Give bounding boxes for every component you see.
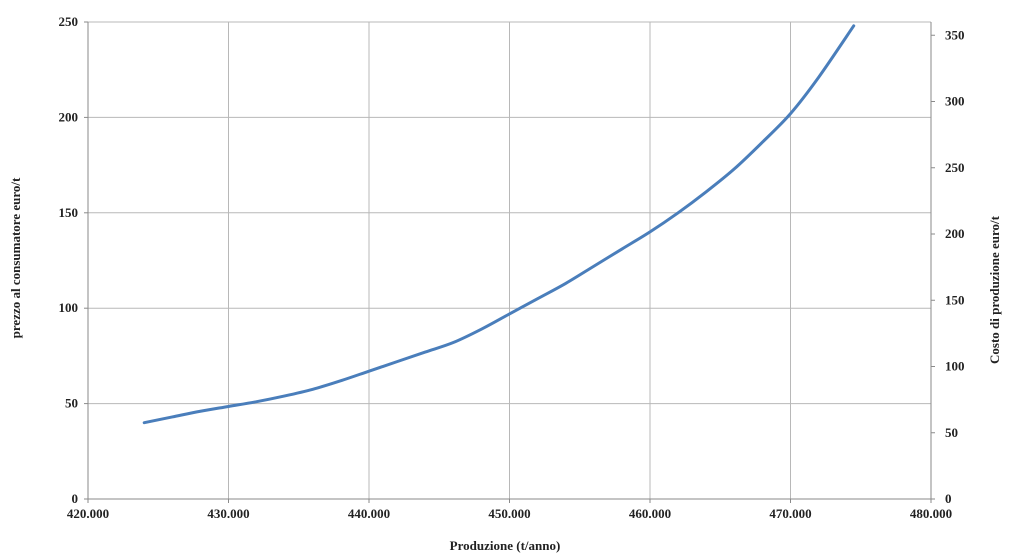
y2-tick-label: 250 xyxy=(945,160,965,175)
y-tick-labels: 0 50 100 150 200 250 xyxy=(59,14,89,506)
x-tick-label: 420.000 xyxy=(67,506,109,521)
x-tick-label: 470.000 xyxy=(769,506,811,521)
y2-tick-label: 350 xyxy=(945,27,965,42)
y2-tick-label: 0 xyxy=(945,491,952,506)
y2-tick-label: 150 xyxy=(945,292,965,307)
y-tick-label: 0 xyxy=(72,491,79,506)
y-tick-label: 50 xyxy=(65,396,78,411)
y-tick-label: 250 xyxy=(59,14,79,29)
y2-tick-label: 100 xyxy=(945,359,965,374)
x-tick-label: 480.000 xyxy=(910,506,952,521)
y2-tick-label: 300 xyxy=(945,94,965,109)
x-tick-labels: 420.000 430.000 440.000 450.000 460.000 470.0… xyxy=(67,499,952,521)
y2-tick-label: 200 xyxy=(945,226,965,241)
x-tick-label: 440.000 xyxy=(348,506,390,521)
x-tick-label: 460.000 xyxy=(629,506,671,521)
x-axis-title: Produzione (t/anno) xyxy=(450,538,561,553)
x-tick-label: 450.000 xyxy=(488,506,530,521)
y-tick-label: 200 xyxy=(59,109,79,124)
y2-axis-title: Costo di produzione euro/t xyxy=(987,215,1002,364)
y2-tick-label: 50 xyxy=(945,425,958,440)
y-axis-title: prezzo al consumatore euro/t xyxy=(8,177,23,338)
y-tick-label: 150 xyxy=(59,205,79,220)
y-tick-label: 100 xyxy=(59,300,79,315)
y2-tick-labels: 0 50 100 150 200 250 300 350 xyxy=(931,27,965,506)
x-tick-label: 430.000 xyxy=(207,506,249,521)
